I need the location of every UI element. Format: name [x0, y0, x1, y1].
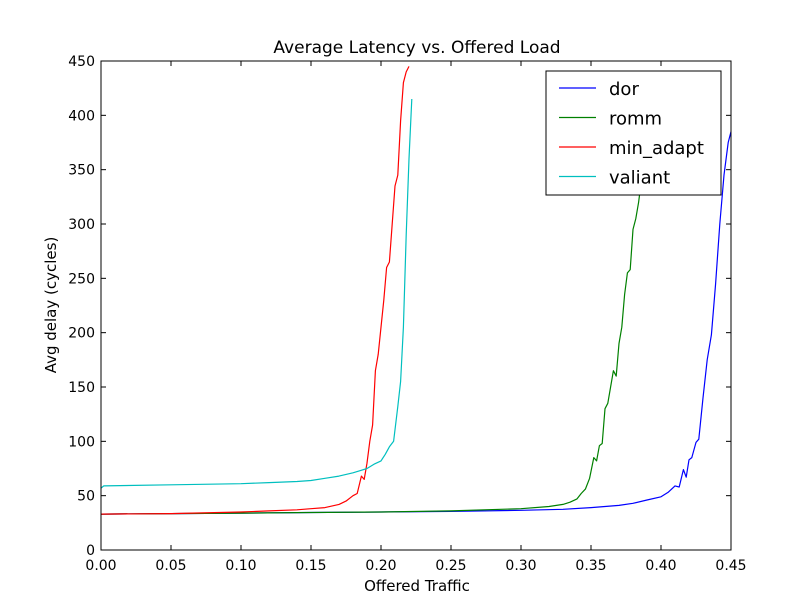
- x-tick-label: 0.00: [85, 558, 116, 574]
- legend-label-valiant: valiant: [609, 168, 670, 189]
- legend-label-romm: romm: [609, 109, 662, 130]
- series-layer: [101, 66, 731, 515]
- y-axis-label: Avg delay (cycles): [42, 237, 60, 374]
- legend-label-dor: dor: [609, 79, 639, 100]
- x-tick-label: 0.30: [505, 558, 536, 574]
- y-axis: 0 50 100 150 200 250 300 350 400 450: [68, 54, 731, 559]
- plot-frame: [100, 60, 732, 551]
- y-tick-label: 300: [68, 217, 95, 233]
- x-axis-label: Offered Traffic: [364, 577, 470, 595]
- series-line-valiant: [101, 98, 413, 489]
- x-axis: 0.00 0.05 0.10 0.15 0.20 0.25 0.30 0.35 0.40 0.45: [85, 61, 747, 574]
- y-tick-label: 150: [68, 380, 95, 396]
- x-tick-label: 0.35: [575, 558, 606, 574]
- x-tick-label: 0.10: [225, 558, 256, 574]
- y-tick-label: 50: [77, 489, 95, 505]
- x-tick-label: 0.20: [365, 558, 396, 574]
- x-tick-label: 0.45: [715, 558, 746, 574]
- y-tick-label: 0: [86, 543, 95, 559]
- y-tick-label: 250: [68, 271, 95, 287]
- y-tick-label: 450: [68, 54, 95, 70]
- series-line-min-adapt: [101, 66, 410, 515]
- x-tick-label: 0.05: [155, 558, 186, 574]
- chart-title: Average Latency vs. Offered Load: [273, 38, 560, 58]
- x-tick-label: 0.25: [435, 558, 466, 574]
- series-line-romm: [101, 158, 645, 515]
- y-tick-label: 350: [68, 163, 95, 179]
- y-tick-label: 200: [68, 326, 95, 342]
- legend-box: [545, 70, 722, 196]
- y-tick-label: 100: [68, 434, 95, 450]
- legend-label-min-adapt: min_adapt: [609, 138, 704, 159]
- y-tick-label: 400: [68, 108, 95, 124]
- x-tick-label: 0.15: [295, 558, 326, 574]
- x-tick-label: 0.40: [645, 558, 676, 574]
